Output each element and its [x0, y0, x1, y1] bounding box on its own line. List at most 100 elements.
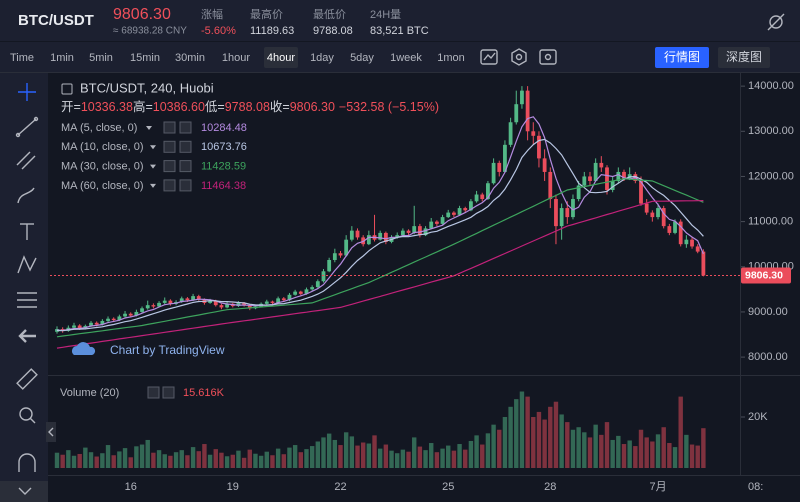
candle-body	[497, 162, 502, 172]
volume-bar	[650, 441, 655, 468]
candle-body	[599, 162, 604, 168]
indicator-icon[interactable]	[511, 48, 527, 66]
volume-bar	[230, 454, 235, 468]
volume-bar	[207, 454, 213, 468]
candle-body	[690, 239, 694, 247]
volume-bar	[593, 424, 598, 468]
zoom-tool[interactable]	[19, 407, 36, 424]
candle-body	[213, 300, 218, 306]
x-tick-label: 25	[442, 481, 454, 493]
trendline-tool[interactable]	[15, 116, 39, 138]
ma-legend-settings[interactable]	[163, 160, 176, 173]
view-tab[interactable]: 行情图	[664, 50, 700, 64]
candle-body	[503, 144, 507, 172]
interval-button[interactable]: 1hour	[222, 52, 250, 64]
candle-body	[315, 281, 320, 288]
volume-bar	[219, 452, 224, 468]
candle-body	[701, 251, 706, 276]
settings-icon[interactable]	[539, 49, 557, 65]
candle-body	[678, 221, 683, 245]
crosshair-tool[interactable]	[18, 83, 36, 101]
stat-label: 最低价	[313, 8, 346, 21]
volume-bar	[542, 419, 547, 468]
back-tool[interactable]	[18, 329, 36, 343]
interval-button[interactable]: 15min	[130, 52, 160, 64]
candle-body	[469, 201, 473, 211]
candle-body	[344, 239, 349, 256]
volume-settings[interactable]	[147, 386, 160, 399]
volume-title: Volume (20)	[60, 387, 119, 399]
text-tool[interactable]	[20, 223, 34, 240]
measure-tool[interactable]	[16, 368, 38, 390]
interval-button[interactable]: 30min	[175, 52, 205, 64]
interval-button[interactable]: 5min	[89, 52, 113, 64]
collapse-toggle[interactable]	[0, 481, 48, 502]
candle-body	[162, 300, 167, 303]
volume-bar	[548, 406, 553, 468]
ma-legend-settings[interactable]	[163, 140, 176, 153]
volume-bar	[531, 417, 536, 468]
candle-body	[117, 316, 122, 321]
ma-legend-value: 11464.38	[201, 180, 246, 192]
ohlc-legend: 开=10336.38高=10386.60低=9788.08收=9806.30 −5…	[61, 99, 439, 114]
candle-body	[140, 308, 144, 312]
candle-body	[417, 226, 422, 236]
ma-legend-settings[interactable]	[163, 179, 176, 192]
candle-body	[151, 305, 156, 307]
fib-tool[interactable]	[17, 292, 37, 308]
ma-legend-remove[interactable]	[179, 140, 192, 153]
candle-body	[77, 325, 82, 329]
ma-line	[56, 200, 704, 349]
candle-body	[571, 199, 575, 218]
volume-bar	[372, 435, 377, 468]
ma-legend-remove[interactable]	[179, 121, 192, 134]
interval-button[interactable]: 1week	[390, 52, 422, 64]
ma-legend-remove[interactable]	[179, 160, 192, 173]
volume-remove[interactable]	[162, 386, 175, 399]
volume-bar	[536, 411, 542, 468]
volume-bar	[190, 447, 196, 468]
volume-bar	[638, 429, 644, 468]
interval-active-bg	[264, 47, 298, 68]
volume-bar	[587, 437, 593, 468]
ma-line	[56, 116, 704, 332]
stat-value: 9788.08	[313, 25, 353, 37]
ohlc-value: 10386.60	[153, 100, 205, 114]
volume-bar	[389, 450, 394, 468]
volume-bar	[491, 424, 496, 468]
hide-icon[interactable]	[767, 13, 785, 31]
expand-toggle[interactable]	[46, 422, 56, 442]
interval-button[interactable]: 4hour	[267, 52, 295, 64]
channel-tool[interactable]	[16, 151, 36, 170]
interval-button[interactable]: 1mon	[437, 52, 465, 64]
candle-body	[531, 131, 536, 136]
x-tick-label: 7月	[649, 481, 666, 493]
view-tab[interactable]: 深度图	[726, 49, 762, 64]
interval-button[interactable]: 1min	[50, 52, 74, 64]
stat-label: 最高价	[250, 7, 283, 21]
chart-type-icon[interactable]	[480, 49, 498, 65]
pattern-tool[interactable]	[17, 255, 37, 274]
interval-button[interactable]: Time	[10, 52, 34, 64]
candle-body	[593, 162, 598, 181]
volume-bar	[156, 450, 162, 468]
watermark-text: Chart by TradingView	[110, 343, 225, 357]
interval-button[interactable]: 5day	[350, 52, 374, 64]
ma-legend-settings[interactable]	[163, 121, 176, 134]
brush-tool[interactable]	[17, 187, 35, 204]
volume-bar	[349, 436, 355, 468]
candle-body	[196, 296, 201, 300]
legend-collapse[interactable]	[61, 83, 73, 95]
volume-value: 15.616K	[183, 387, 225, 399]
interval-button[interactable]: 1day	[310, 52, 334, 64]
candle-body	[457, 208, 462, 215]
candle-body	[208, 300, 212, 303]
magnet-tool[interactable]	[18, 453, 36, 472]
ma-legend-remove[interactable]	[179, 179, 192, 192]
volume-bar	[145, 439, 150, 468]
candle-body	[508, 122, 513, 145]
candle-body	[400, 230, 405, 236]
ma-legend-value: 11428.59	[201, 161, 246, 173]
candle-body	[588, 176, 592, 181]
